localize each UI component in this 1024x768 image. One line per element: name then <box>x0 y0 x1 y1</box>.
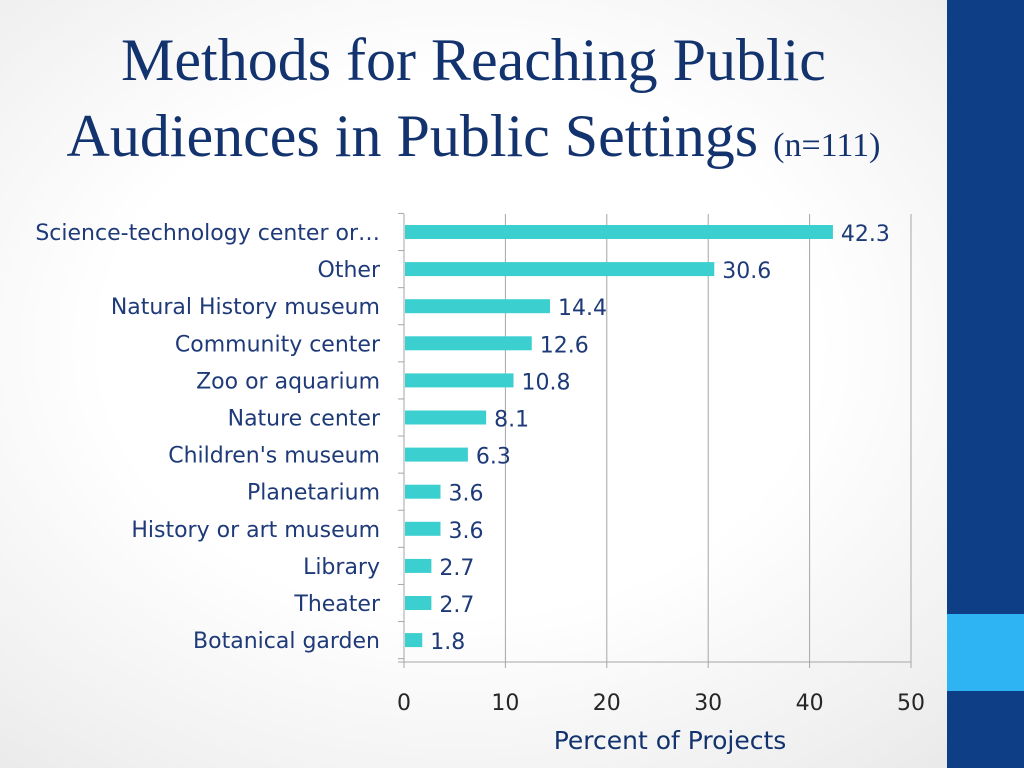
bar-chart: 0 10 20 30 40 50 Science-technology center or…… <box>35 212 925 716</box>
bar <box>405 336 532 351</box>
data-label: 3.6 <box>449 482 484 507</box>
category-label: Theater <box>293 592 381 617</box>
data-label: 12.6 <box>540 333 589 358</box>
category-label: Botanical garden <box>193 629 380 654</box>
bar <box>405 521 441 536</box>
category-label: Nature center <box>228 407 381 432</box>
title-line-2: Audiences in Public Settings <box>66 103 759 169</box>
category-label: Library <box>303 555 380 580</box>
category-label: Natural History museum <box>111 295 380 320</box>
x-tick-label: 20 <box>593 691 621 716</box>
x-tick-label: 40 <box>796 691 824 716</box>
data-label: 1.8 <box>430 630 465 655</box>
category-label: Community center <box>175 332 381 357</box>
bar <box>405 299 551 314</box>
data-label: 3.6 <box>449 519 484 544</box>
bar <box>405 410 487 425</box>
bar <box>405 447 468 462</box>
category-label: Science-technology center or… <box>35 221 380 246</box>
data-label: 10.8 <box>522 370 571 395</box>
title-sample-size: (n=111) <box>773 127 881 164</box>
data-label: 8.1 <box>494 408 529 433</box>
data-label: 2.7 <box>439 556 474 581</box>
category-label: Other <box>318 258 381 283</box>
x-tick-label: 10 <box>491 691 519 716</box>
bar <box>405 262 715 277</box>
bar <box>405 633 423 648</box>
x-tick-label: 30 <box>694 691 722 716</box>
data-label: 6.3 <box>476 445 511 470</box>
x-tick-label: 0 <box>397 691 411 716</box>
data-label: 2.7 <box>439 593 474 618</box>
slide-title: Methods for Reaching Public Audiences in… <box>0 22 947 184</box>
bar <box>405 373 514 388</box>
x-tick-label: 50 <box>897 691 925 716</box>
data-label: 42.3 <box>841 222 890 247</box>
category-label: Children's museum <box>168 444 380 469</box>
bar <box>405 558 432 573</box>
bar <box>405 484 441 499</box>
bar <box>405 596 432 610</box>
data-label: 30.6 <box>722 259 771 284</box>
category-label: History or art museum <box>131 518 380 543</box>
data-label: 14.4 <box>558 296 607 321</box>
category-label: Zoo or aquarium <box>196 369 380 394</box>
x-axis-label: Percent of Projects <box>553 726 787 755</box>
category-label: Planetarium <box>247 481 380 506</box>
title-line-1: Methods for Reaching Public <box>121 27 826 93</box>
bar <box>405 225 833 239</box>
slide-sidebar-accent <box>947 614 1024 691</box>
